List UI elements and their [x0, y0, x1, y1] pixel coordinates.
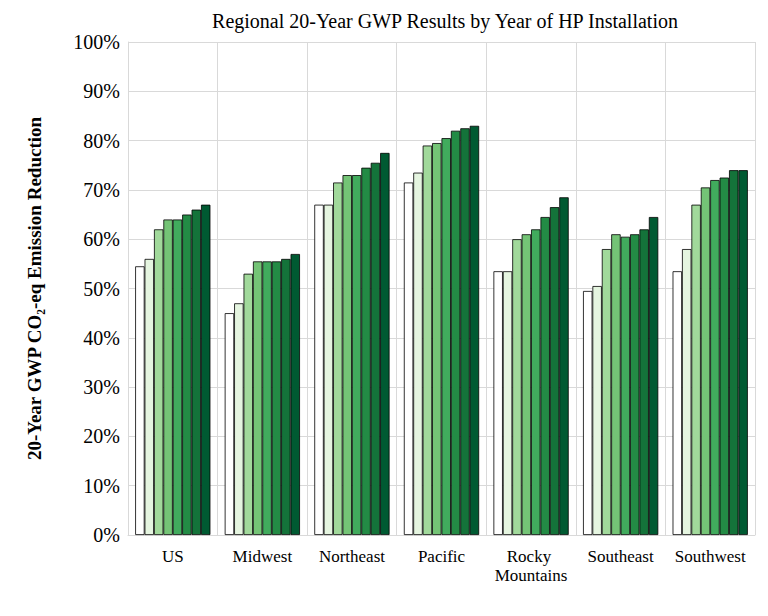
svg-text:100%: 100%	[73, 31, 120, 53]
svg-text:10%: 10%	[83, 475, 120, 497]
svg-text:Rocky: Rocky	[507, 547, 556, 566]
svg-text:40%: 40%	[83, 327, 120, 349]
svg-text:30%: 30%	[83, 376, 120, 398]
svg-text:20-Year GWP CO₂-eq Emission Re: 20-Year GWP CO₂-eq Emission Reduction	[24, 117, 45, 461]
svg-text:90%: 90%	[83, 80, 120, 102]
svg-text:Regional 20-Year GWP Results b: Regional 20-Year GWP Results by Year of …	[212, 10, 678, 33]
svg-text:Northeast: Northeast	[319, 547, 385, 566]
svg-text:Mountains: Mountains	[495, 566, 568, 585]
svg-text:Southeast: Southeast	[588, 547, 654, 566]
svg-text:20%: 20%	[83, 425, 120, 447]
svg-text:60%: 60%	[83, 228, 120, 250]
svg-text:50%: 50%	[83, 278, 120, 300]
svg-text:Pacific: Pacific	[418, 547, 466, 566]
svg-text:Southwest: Southwest	[675, 547, 746, 566]
svg-text:Midwest: Midwest	[233, 547, 293, 566]
svg-text:80%: 80%	[83, 130, 120, 152]
svg-text:US: US	[162, 547, 184, 566]
svg-text:70%: 70%	[83, 179, 120, 201]
svg-text:0%: 0%	[93, 524, 120, 546]
